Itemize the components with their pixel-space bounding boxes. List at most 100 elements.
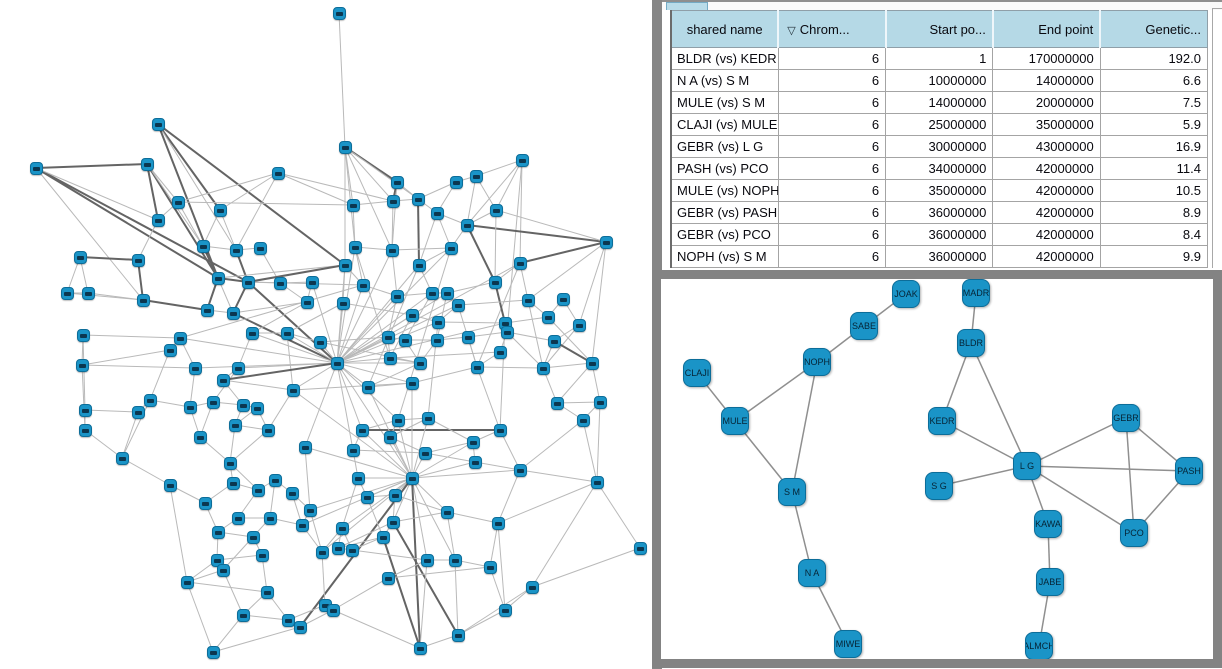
table-cell[interactable]: 8.9 xyxy=(1099,201,1209,224)
network-node-kawa[interactable]: KAWA xyxy=(1034,510,1062,538)
dense-network-panel[interactable] xyxy=(0,0,652,669)
network-node[interactable] xyxy=(60,286,74,300)
network-edge[interactable] xyxy=(578,241,607,326)
network-edge[interactable] xyxy=(424,452,476,463)
network-edge[interactable] xyxy=(336,362,413,479)
network-node[interactable] xyxy=(576,413,590,427)
network-edge[interactable] xyxy=(292,389,413,479)
network-edge[interactable] xyxy=(489,566,506,611)
network-node[interactable] xyxy=(336,296,350,310)
network-node[interactable] xyxy=(305,275,319,289)
network-node[interactable] xyxy=(521,293,535,307)
network-node[interactable] xyxy=(388,488,402,502)
network-edge[interactable] xyxy=(186,581,214,653)
network-edge[interactable] xyxy=(382,536,421,649)
network-edge[interactable] xyxy=(212,626,301,653)
network-edge[interactable] xyxy=(142,299,208,311)
network-edge[interactable] xyxy=(591,241,607,364)
network-edge[interactable] xyxy=(418,212,438,266)
network-edge[interactable] xyxy=(35,163,148,169)
network-node[interactable] xyxy=(253,241,267,255)
network-node[interactable] xyxy=(355,423,369,437)
network-node[interactable] xyxy=(335,521,349,535)
network-node[interactable] xyxy=(491,516,505,530)
network-edge[interactable] xyxy=(391,181,398,251)
network-edge[interactable] xyxy=(336,302,344,364)
network-node[interactable] xyxy=(425,286,439,300)
network-edge[interactable] xyxy=(352,449,426,454)
network-node[interactable] xyxy=(173,331,187,345)
network-node[interactable] xyxy=(412,258,426,272)
network-node[interactable] xyxy=(151,213,165,227)
network-edge[interactable] xyxy=(791,361,818,493)
network-edge[interactable] xyxy=(344,146,419,200)
network-edge[interactable] xyxy=(397,247,452,421)
table-cell[interactable]: 10000000 xyxy=(885,69,994,92)
network-edge[interactable] xyxy=(332,577,389,611)
network-edge[interactable] xyxy=(229,429,269,464)
table-cell[interactable]: 30000000 xyxy=(885,135,994,158)
network-edge[interactable] xyxy=(222,379,294,391)
network-node[interactable] xyxy=(451,628,465,642)
column-header-end-point[interactable]: End point xyxy=(991,10,1101,48)
network-edge[interactable] xyxy=(476,366,544,369)
table-cell[interactable]: 20000000 xyxy=(992,91,1101,114)
network-node[interactable] xyxy=(236,398,250,412)
network-edge[interactable] xyxy=(417,198,420,266)
network-edge[interactable] xyxy=(304,362,338,448)
network-node[interactable] xyxy=(211,525,225,539)
network-edge[interactable] xyxy=(556,362,593,404)
network-edge[interactable] xyxy=(79,256,139,261)
table-row[interactable]: MULE (vs) NOPH 6 35000000 42000000 10.5 xyxy=(670,179,1209,202)
network-node[interactable] xyxy=(348,240,362,254)
table-cell[interactable]: 16.9 xyxy=(1099,135,1209,158)
network-edge[interactable] xyxy=(336,264,420,364)
network-node[interactable] xyxy=(386,194,400,208)
network-edge[interactable] xyxy=(411,461,476,479)
network-edge[interactable] xyxy=(146,163,219,279)
network-edge[interactable] xyxy=(466,224,496,283)
network-edge[interactable] xyxy=(495,209,607,243)
table-cell[interactable]: 36000000 xyxy=(885,223,994,246)
network-node[interactable] xyxy=(330,356,344,370)
network-edge[interactable] xyxy=(391,247,452,251)
network-edge[interactable] xyxy=(411,441,474,479)
network-edge[interactable] xyxy=(424,441,474,454)
network-node[interactable] xyxy=(593,395,607,409)
network-edge[interactable] xyxy=(216,554,263,561)
network-edge[interactable] xyxy=(389,436,413,479)
network-node[interactable] xyxy=(180,575,194,589)
network-edge[interactable] xyxy=(82,334,181,339)
network-node[interactable] xyxy=(590,475,604,489)
network-edge[interactable] xyxy=(504,316,549,324)
network-edge[interactable] xyxy=(332,609,421,649)
network-node[interactable] xyxy=(188,361,202,375)
network-edge[interactable] xyxy=(336,292,433,364)
network-edge[interactable] xyxy=(247,264,346,283)
network-node[interactable] xyxy=(250,401,264,415)
network-edge[interactable] xyxy=(336,362,363,431)
table-cell[interactable]: 7.5 xyxy=(1099,91,1209,114)
network-edge[interactable] xyxy=(169,484,188,583)
network-node[interactable] xyxy=(541,310,555,324)
network-edge[interactable] xyxy=(391,200,394,251)
table-cell[interactable]: 6 xyxy=(777,91,887,114)
network-node[interactable] xyxy=(470,360,484,374)
network-node[interactable] xyxy=(513,256,527,270)
network-edge[interactable] xyxy=(341,477,359,529)
network-edge[interactable] xyxy=(35,167,219,279)
network-node[interactable] xyxy=(78,403,92,417)
network-edge[interactable] xyxy=(286,332,294,391)
network-node[interactable] xyxy=(376,530,390,544)
network-edge[interactable] xyxy=(286,302,344,334)
network-node[interactable] xyxy=(493,345,507,359)
network-node[interactable] xyxy=(515,153,529,167)
network-edge[interactable] xyxy=(542,324,580,369)
network-node[interactable] xyxy=(245,326,259,340)
table-cell[interactable]: GEBR (vs) PCO xyxy=(670,223,779,246)
network-node[interactable] xyxy=(236,608,250,622)
table-cell[interactable]: GEBR (vs) L G xyxy=(670,135,779,158)
network-edge[interactable] xyxy=(219,209,237,251)
network-edge[interactable] xyxy=(476,262,521,368)
table-cell[interactable]: 6 xyxy=(777,69,887,92)
